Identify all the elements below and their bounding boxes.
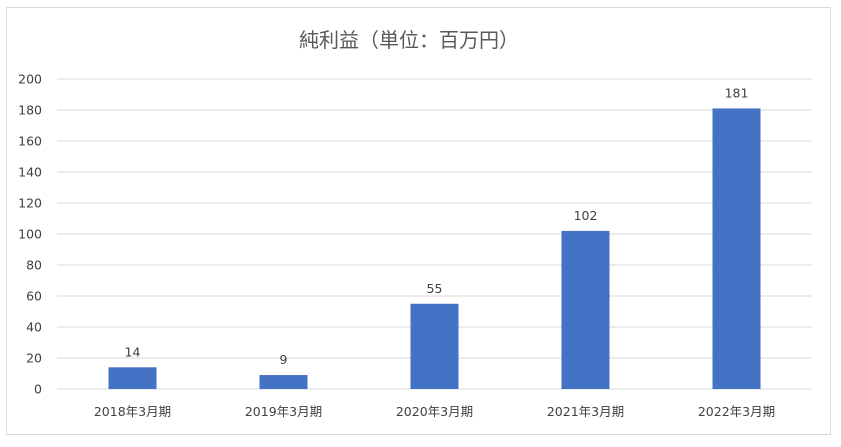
x-tick-label: 2020年3月期 xyxy=(396,404,473,419)
bar xyxy=(712,108,761,389)
x-tick-label: 2019年3月期 xyxy=(245,404,322,419)
y-tick-label: 140 xyxy=(18,165,42,180)
y-tick-label: 180 xyxy=(18,103,42,118)
y-tick-label: 40 xyxy=(26,320,42,335)
y-tick-label: 80 xyxy=(26,258,42,273)
bar xyxy=(259,375,308,389)
x-tick-label: 2021年3月期 xyxy=(547,404,624,419)
chart-title: 純利益（単位：百万円） xyxy=(299,28,519,52)
y-tick-label: 60 xyxy=(26,289,42,304)
data-label: 9 xyxy=(280,352,288,367)
y-tick-label: 0 xyxy=(34,382,42,397)
y-tick-label: 100 xyxy=(18,227,42,242)
data-label: 55 xyxy=(427,281,443,296)
x-tick-label: 2022年3月期 xyxy=(698,404,775,419)
data-label: 102 xyxy=(574,208,598,223)
x-tick-label: 2018年3月期 xyxy=(94,404,171,419)
bars xyxy=(108,108,761,389)
bar xyxy=(410,303,459,389)
y-tick-label: 200 xyxy=(18,72,42,87)
data-labels: 14 9 55 102 181 xyxy=(125,85,749,367)
bar xyxy=(561,230,610,389)
y-axis-tick-labels: 0 20 40 60 80 100 120 140 160 180 200 xyxy=(18,72,42,397)
data-label: 181 xyxy=(725,85,749,100)
x-axis-tick-labels: 2018年3月期 2019年3月期 2020年3月期 2021年3月期 2022年3月期 xyxy=(94,404,775,419)
data-label: 14 xyxy=(125,344,141,359)
gridlines xyxy=(57,78,812,390)
bar xyxy=(108,367,157,389)
y-tick-label: 160 xyxy=(18,134,42,149)
y-tick-label: 120 xyxy=(18,196,42,211)
y-tick-label: 20 xyxy=(26,351,42,366)
